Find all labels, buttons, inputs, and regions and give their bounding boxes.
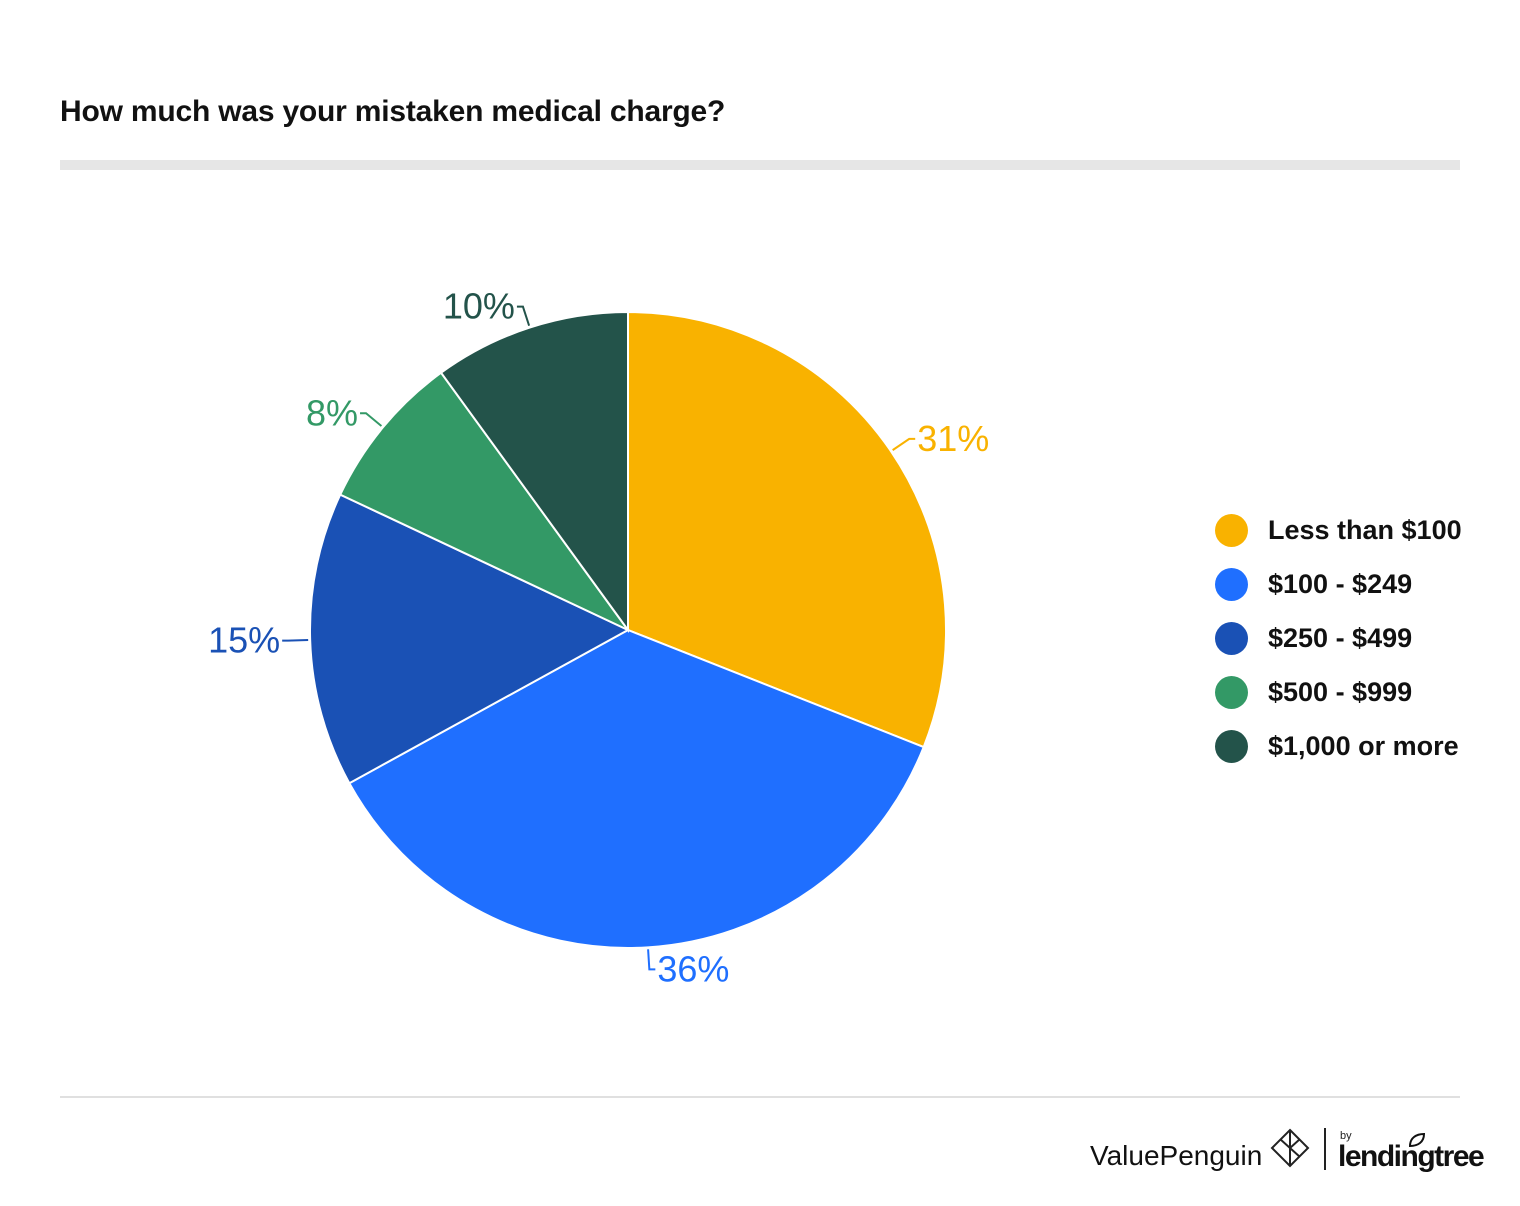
- valuepenguin-wordmark: ValuePenguin: [1090, 1140, 1263, 1171]
- pie-slice-500-999: [338, 371, 629, 631]
- leader-line-250-499: [282, 639, 309, 642]
- by-text: by: [1340, 1130, 1352, 1142]
- data-label-500-999: 8%: [306, 392, 358, 433]
- legend-label: Less than $100: [1268, 514, 1462, 545]
- data-label-1-000-or-more: 10%: [443, 286, 515, 327]
- pie-slice-250-499: [309, 493, 631, 785]
- chart-legend: Less than $100 $100 - $249 $250 - $499 $500…: [1215, 503, 1515, 773]
- legend-swatch: [1215, 675, 1248, 709]
- title-divider: [60, 160, 1460, 170]
- data-label-250-499: 15%: [208, 620, 280, 661]
- legend-item-less-than-100: Less than $100: [1215, 503, 1515, 557]
- chart-title: How much was your mistaken medical charg…: [60, 95, 726, 128]
- legend-item-1-000-or-more: $1,000 or more: [1215, 719, 1515, 773]
- data-label-100-249: 36%: [657, 948, 729, 989]
- legend-item-250-499: $250 - $499: [1215, 611, 1515, 665]
- legend-label: $250 - $499: [1268, 622, 1413, 653]
- leader-line-1-000-or-more: [516, 305, 531, 326]
- valuepenguin-logo-icon: [1270, 1128, 1310, 1168]
- legend-label: $500 - $999: [1268, 676, 1413, 707]
- pie-slice-less-than-100: [627, 310, 947, 749]
- legend-swatch: [1215, 513, 1248, 547]
- legend-item-100-249: $100 - $249: [1215, 557, 1515, 611]
- leader-line-500-999: [360, 412, 383, 427]
- pie-slice-1-000-or-more: [439, 310, 629, 634]
- legend-label: $100 - $249: [1268, 568, 1413, 599]
- leader-line-less-than-100: [892, 437, 916, 451]
- legend-label: $1,000 or more: [1268, 730, 1459, 761]
- footer-divider: [60, 1096, 1460, 1098]
- brand-divider: [1324, 1128, 1326, 1170]
- lendingtree-leaf-icon: [1408, 1132, 1426, 1148]
- data-label-less-than-100: 31%: [917, 418, 989, 459]
- legend-swatch: [1215, 567, 1248, 601]
- legend-item-500-999: $500 - $999: [1215, 665, 1515, 719]
- leader-line-100-249: [647, 949, 656, 971]
- legend-swatch: [1215, 621, 1248, 655]
- legend-swatch: [1215, 729, 1248, 763]
- pie-slice-100-249: [347, 628, 925, 949]
